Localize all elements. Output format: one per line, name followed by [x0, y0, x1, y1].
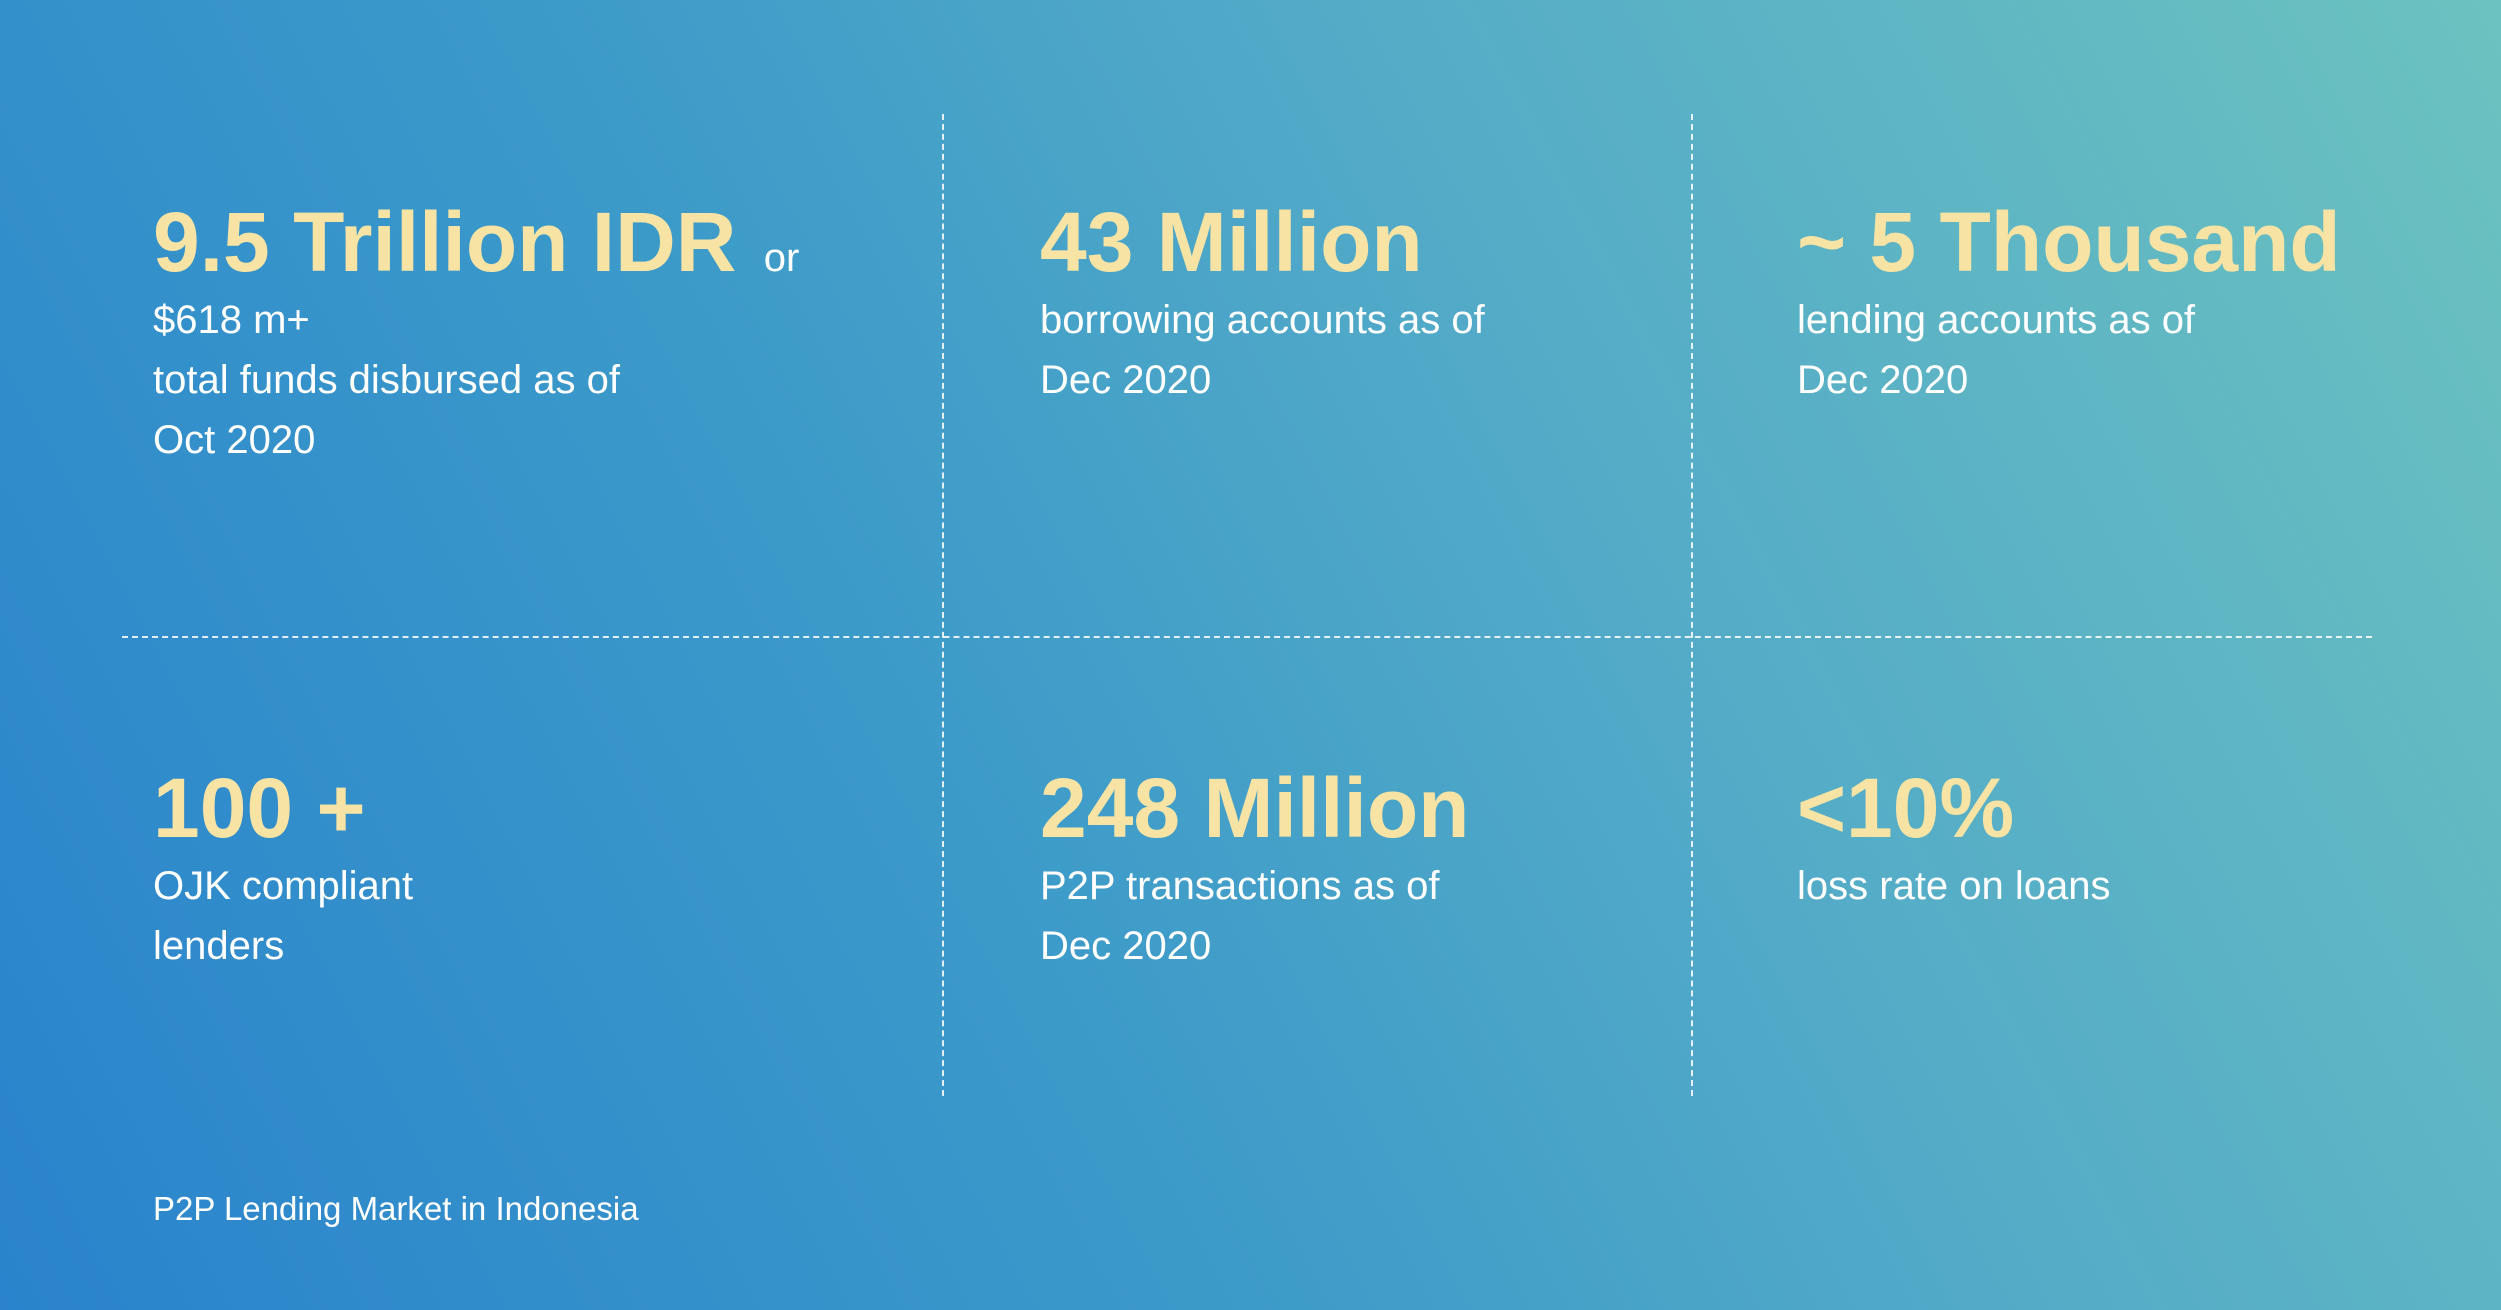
stat-headline: 9.5 Trillion IDR or	[153, 200, 799, 284]
stat-line: total funds disbursed as of	[153, 358, 620, 402]
stat-borrowing-accounts: 43 Million borrowing accounts as of Dec …	[1040, 200, 1485, 410]
stat-line: P2P transactions as of	[1040, 864, 1440, 908]
stat-value: 248 Million	[1040, 761, 1470, 855]
column-divider-right	[1691, 114, 1693, 1096]
stat-description: borrowing accounts as of Dec 2020	[1040, 290, 1485, 410]
stat-line: borrowing accounts as of	[1040, 298, 1485, 342]
stat-headline: ~ 5 Thousand	[1797, 200, 2341, 284]
stat-headline: 100 +	[153, 766, 413, 850]
stat-line: Dec 2020	[1797, 358, 1969, 402]
stat-description: loss rate on loans	[1797, 856, 2111, 916]
stat-line: lending accounts as of	[1797, 298, 2196, 342]
stat-value: <10%	[1797, 761, 2015, 855]
stat-loss-rate: <10% loss rate on loans	[1797, 766, 2111, 916]
stat-line: OJK compliant	[153, 864, 414, 908]
stat-compliant-lenders: 100 + OJK compliant lenders	[153, 766, 413, 976]
stat-value: ~ 5 Thousand	[1797, 195, 2341, 289]
stat-value: 9.5 Trillion IDR	[153, 195, 737, 289]
stat-line: Dec 2020	[1040, 924, 1212, 968]
stat-line: Dec 2020	[1040, 358, 1212, 402]
stat-headline: 248 Million	[1040, 766, 1469, 850]
stat-headline: <10%	[1797, 766, 2111, 850]
stat-description: lending accounts as of Dec 2020	[1797, 290, 2341, 410]
footer-caption: P2P Lending Market in Indonesia	[153, 1190, 639, 1227]
stat-description: $618 m+ total funds disbursed as of Oct …	[153, 290, 799, 470]
stat-connector: or	[763, 236, 800, 280]
column-divider-left	[942, 114, 944, 1096]
stat-headline: 43 Million	[1040, 200, 1485, 284]
stat-line: lenders	[153, 924, 285, 968]
row-divider	[122, 636, 2372, 638]
stat-description: P2P transactions as of Dec 2020	[1040, 856, 1469, 976]
stat-funds-disbursed: 9.5 Trillion IDR or $618 m+ total funds …	[153, 200, 799, 470]
stat-p2p-transactions: 248 Million P2P transactions as of Dec 2…	[1040, 766, 1469, 976]
stat-line: loss rate on loans	[1797, 864, 2111, 908]
stat-value: 43 Million	[1040, 195, 1423, 289]
stat-line: $618 m+	[153, 298, 310, 342]
stat-line: Oct 2020	[153, 418, 316, 462]
stat-lending-accounts: ~ 5 Thousand lending accounts as of Dec …	[1797, 200, 2341, 410]
stat-description: OJK compliant lenders	[153, 856, 413, 976]
stat-value: 100 +	[153, 761, 366, 855]
